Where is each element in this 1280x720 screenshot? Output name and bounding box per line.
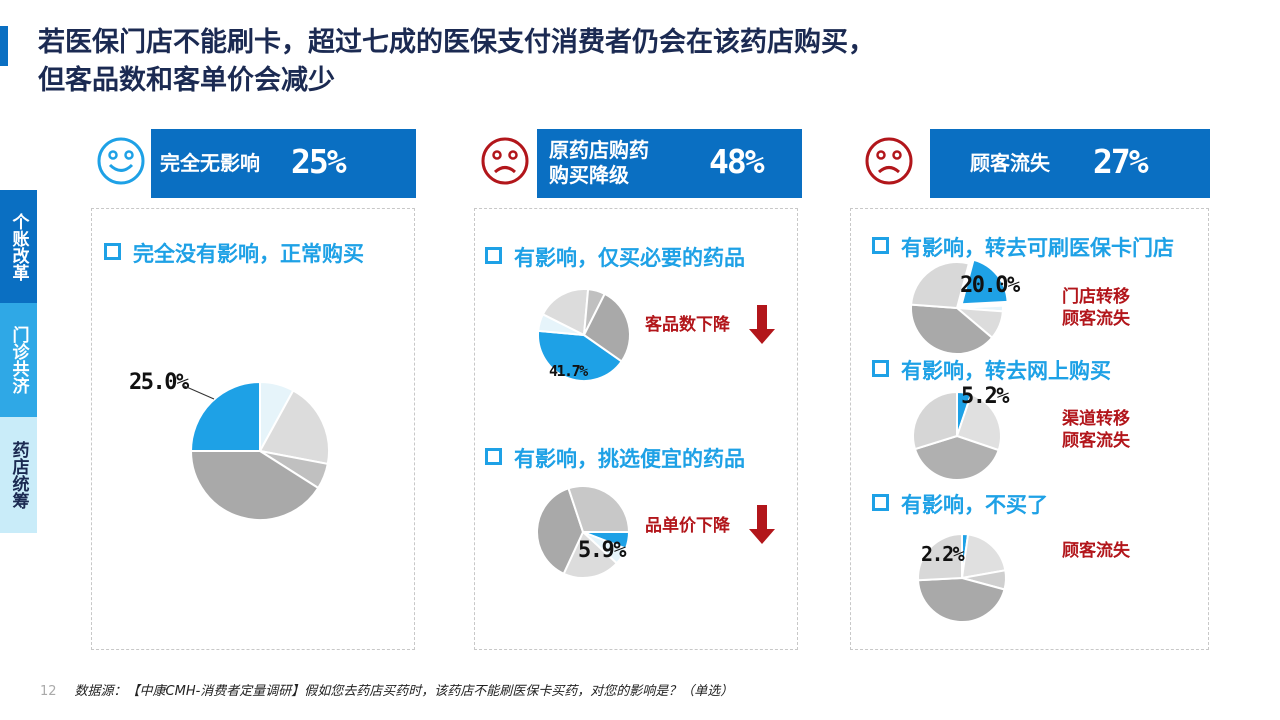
panel-customer-loss xyxy=(850,208,1209,650)
pie-slice xyxy=(910,303,994,355)
title-accent-bar xyxy=(0,26,8,66)
side-tab-label: 药店统筹 xyxy=(8,441,29,509)
pie-label-no-impact: 25.0% xyxy=(129,370,189,395)
side-tab-label: 个账改革 xyxy=(8,212,29,281)
side-tab-account-reform[interactable]: 个账改革 xyxy=(0,190,37,303)
down-arrow-icon xyxy=(749,505,775,544)
pie-slice xyxy=(910,261,971,310)
square-bullet-icon xyxy=(872,360,889,377)
label-customer-loss: 顾客流失 xyxy=(1062,541,1130,561)
side-tab-outpatient[interactable]: 门诊共济 xyxy=(0,303,37,417)
pie-chart-not-buy xyxy=(917,532,1007,623)
bullet-text: 完全没有影响，正常购买 xyxy=(133,242,364,266)
pie-label-switch-store: 20.0% xyxy=(960,273,1020,298)
pie-chart-online xyxy=(912,390,1002,481)
pie-slice-highlight xyxy=(537,329,624,382)
header-customer-loss: 顾客流失 27% xyxy=(930,129,1210,198)
pie-slice xyxy=(912,390,958,451)
bullet-online: 有影响，转去网上购买 xyxy=(872,355,1111,385)
bullet-text: 有影响，转去网上购买 xyxy=(901,359,1111,383)
page-number: 12 xyxy=(40,684,57,699)
square-bullet-icon xyxy=(104,243,121,260)
header-label: 完全无影响 xyxy=(160,151,260,175)
pie-label-cheaper: 5.9% xyxy=(578,538,626,563)
title-line-2: 但客品数和客单价会减少 xyxy=(38,65,335,96)
pie-chart-cheaper xyxy=(536,485,631,579)
title-line-1: 若医保门店不能刷卡，超过七成的医保支付消费者仍会在该药店购买， xyxy=(38,27,875,58)
header-downgrade: 原药店购药 购买降级 48% xyxy=(537,129,802,198)
label-price-decrease: 品单价下降 xyxy=(645,516,730,536)
side-tab-label: 门诊共济 xyxy=(8,326,29,394)
square-bullet-icon xyxy=(485,247,502,264)
bullet-cheaper: 有影响，挑选便宜的药品 xyxy=(485,443,745,473)
square-bullet-icon xyxy=(872,494,889,511)
down-arrow-icon xyxy=(749,305,775,344)
bullet-text: 有影响，仅买必要的药品 xyxy=(514,246,745,270)
pie-chart-no-impact xyxy=(189,380,330,521)
pie-slice-highlight xyxy=(189,380,261,452)
label-channel-transfer: 渠道转移 顾客流失 xyxy=(1062,409,1130,451)
pie-slice xyxy=(258,389,330,466)
pie-slice-highlight xyxy=(960,258,1007,306)
header-pct: 27% xyxy=(1093,142,1149,181)
pie-label-online: 5.2% xyxy=(961,384,1009,409)
panel-no-impact xyxy=(91,208,415,650)
pie-slice xyxy=(567,485,631,533)
pie-slice xyxy=(541,288,590,337)
page-title: 若医保门店不能刷卡，超过七成的医保支付消费者仍会在该药店购买， 但客品数和客单价… xyxy=(38,24,875,100)
header-pct: 25% xyxy=(291,142,347,181)
label-items-decrease: 客品数下降 xyxy=(645,315,730,335)
header-label: 原药店购药 购买降级 xyxy=(549,138,649,187)
pie-label-only-necessary: 41.7% xyxy=(549,362,588,380)
pie-slice xyxy=(913,434,1000,481)
square-bullet-icon xyxy=(872,237,889,254)
data-source: 数据源：【中康CMH-消费者定量调研】假如您去药店买药时，该药店不能刷医保卡买药… xyxy=(74,684,734,699)
bullet-switch-store: 有影响，转去可刷医保卡门店 xyxy=(872,232,1174,262)
bullet-no-impact: 完全没有影响，正常购买 xyxy=(104,238,364,268)
bullet-only-necessary: 有影响，仅买必要的药品 xyxy=(485,242,745,272)
pie-chart-only-necessary xyxy=(537,288,631,382)
pie-slice xyxy=(536,487,585,576)
happy-face-icon xyxy=(97,137,145,185)
sad-face-icon xyxy=(865,137,913,185)
label-store-transfer: 门店转移 顾客流失 xyxy=(1062,287,1130,329)
pie-slice xyxy=(582,292,631,363)
footer: 12 数据源：【中康CMH-消费者定量调研】假如您去药店买药时，该药店不能刷医保卡… xyxy=(40,680,733,699)
pie-slice xyxy=(955,393,1002,452)
square-bullet-icon xyxy=(485,448,502,465)
pie-slice xyxy=(189,450,320,521)
bullet-not-buy: 有影响，不买了 xyxy=(872,489,1048,519)
bullet-text: 有影响，不买了 xyxy=(901,493,1048,517)
header-label: 顾客流失 xyxy=(970,151,1050,175)
header-pct: 48% xyxy=(709,142,765,181)
bullet-text: 有影响，转去可刷医保卡门店 xyxy=(901,236,1174,260)
panel-downgrade xyxy=(474,208,798,650)
leader-line xyxy=(181,384,215,400)
bullet-text: 有影响，挑选便宜的药品 xyxy=(514,447,745,471)
side-tab-pharmacy[interactable]: 药店统筹 xyxy=(0,417,37,533)
header-no-impact: 完全无影响 25% xyxy=(151,129,416,198)
pie-label-not-buy: 2.2% xyxy=(921,542,965,566)
pie-slice xyxy=(917,532,963,582)
pie-slice xyxy=(960,533,1007,580)
pie-slice xyxy=(917,576,1006,623)
pie-slice xyxy=(562,530,619,579)
sad-face-icon xyxy=(481,137,529,185)
pie-chart-switch-store xyxy=(910,258,1007,355)
